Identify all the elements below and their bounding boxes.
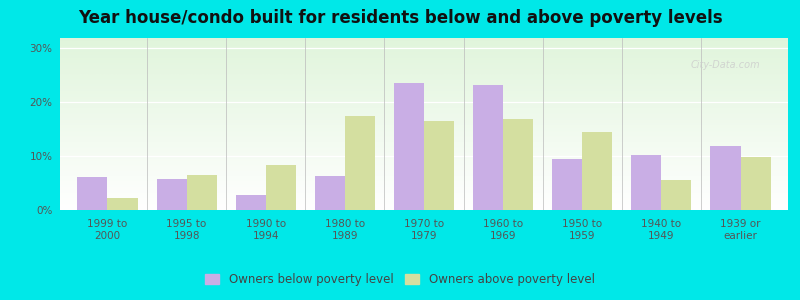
Bar [78, 177, 107, 210]
Text: Year house/condo built for residents below and above poverty levels: Year house/condo built for residents bel… [78, 9, 722, 27]
Bar [741, 157, 770, 210]
Bar [424, 121, 454, 210]
Bar [662, 180, 691, 210]
Bar [582, 132, 612, 210]
Bar [107, 198, 138, 210]
Bar [186, 175, 217, 210]
Bar [236, 195, 266, 210]
Bar [552, 159, 582, 210]
Bar [473, 85, 503, 210]
Bar [266, 165, 296, 210]
Bar [710, 146, 741, 210]
Legend: Owners below poverty level, Owners above poverty level: Owners below poverty level, Owners above… [200, 269, 600, 291]
Bar [631, 155, 662, 210]
Bar [157, 179, 186, 210]
Bar [315, 176, 345, 210]
Text: City-Data.com: City-Data.com [690, 60, 760, 70]
Bar [345, 116, 375, 210]
Bar [503, 119, 534, 210]
Bar [394, 83, 424, 210]
